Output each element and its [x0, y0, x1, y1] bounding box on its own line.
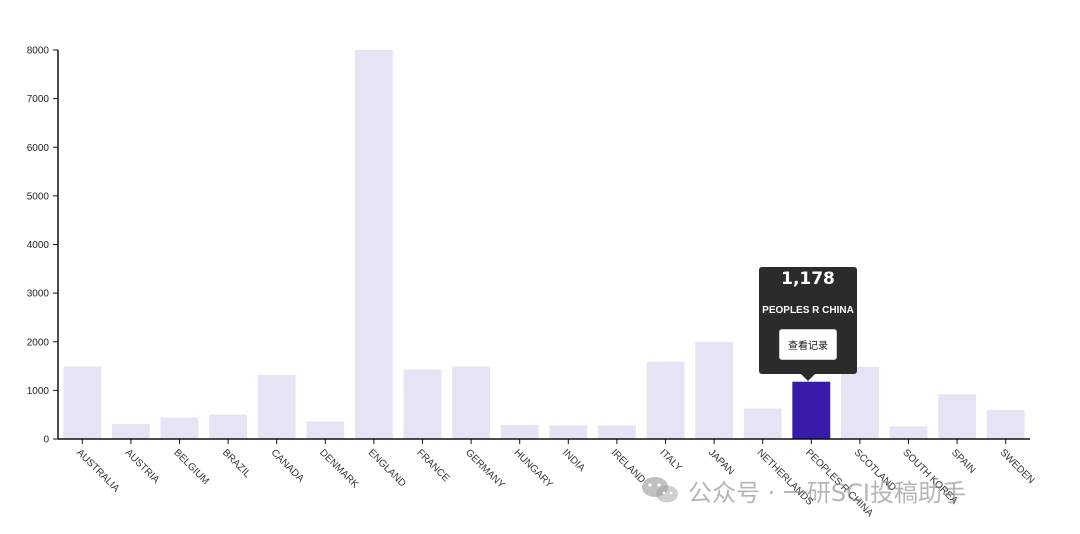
bar-ireland[interactable]: [597, 425, 636, 439]
bar-sweden[interactable]: [986, 409, 1025, 439]
x-tick-label: FRANCE: [414, 447, 451, 484]
x-tick-label: GERMANY: [463, 447, 507, 491]
bar-italy[interactable]: [646, 361, 685, 439]
bar-canada[interactable]: [257, 374, 296, 439]
bar-brazil[interactable]: [209, 414, 248, 439]
tooltip: 1,178 PEOPLES R CHINA 查看记录: [759, 267, 857, 381]
bar-france[interactable]: [403, 369, 442, 439]
bar-england[interactable]: [354, 50, 393, 439]
x-tick-label: DENMARK: [317, 447, 360, 490]
x-tick-label: SWEDEN: [998, 447, 1037, 486]
bar-south-korea[interactable]: [889, 426, 928, 439]
x-tick-label: AUSTRIA: [123, 447, 162, 486]
bar-hungary[interactable]: [500, 424, 539, 439]
watermark-text: 公众号 · 一研SCI投稿助手: [688, 478, 966, 507]
y-axis: 0 1000 2000 3000 4000 5000 6000 7000 8000: [27, 46, 59, 446]
y-tick-label: 1000: [27, 386, 50, 397]
tooltip-value: 1,178: [781, 269, 835, 289]
y-tick-label: 2000: [27, 337, 50, 348]
bars-group: [63, 50, 1025, 439]
wechat-icon: [642, 477, 678, 503]
watermark: 公众号 · 一研SCI投稿助手: [640, 472, 966, 508]
x-tick-label: CANADA: [269, 447, 306, 484]
y-tick-label: 3000: [27, 289, 50, 300]
y-tick-label: 4000: [27, 240, 50, 251]
bar-scotland[interactable]: [840, 367, 879, 439]
x-tick-label: ENGLAND: [366, 447, 408, 489]
bar-belgium[interactable]: [160, 417, 199, 439]
y-tick-label: 0: [43, 435, 49, 446]
bar-peoples-r-china[interactable]: [792, 381, 831, 439]
bar-japan[interactable]: [695, 341, 734, 439]
bar-denmark[interactable]: [306, 421, 345, 439]
x-tick-label: BELGIUM: [171, 447, 211, 487]
bar-australia[interactable]: [63, 366, 102, 439]
bar-india[interactable]: [549, 425, 588, 439]
x-tick-label: BRAZIL: [220, 447, 253, 480]
y-tick-label: 8000: [27, 46, 50, 57]
x-tick-label: HUNGARY: [512, 447, 555, 490]
x-tick-label: ITALY: [657, 447, 684, 474]
bar-netherlands[interactable]: [743, 408, 782, 439]
bar-spain[interactable]: [938, 394, 977, 439]
view-records-button[interactable]: 查看记录: [779, 329, 837, 360]
tooltip-category: PEOPLES R CHINA: [762, 305, 854, 316]
y-tick-label: 6000: [27, 143, 50, 154]
y-tick-label: 5000: [27, 191, 50, 202]
bar-germany[interactable]: [452, 366, 491, 439]
tooltip-arrow: [801, 374, 815, 381]
bar-austria[interactable]: [111, 423, 150, 439]
x-tick-label: INDIA: [560, 447, 587, 474]
y-tick-label: 7000: [27, 94, 50, 105]
x-tick-label: AUSTRALIA: [74, 447, 121, 494]
